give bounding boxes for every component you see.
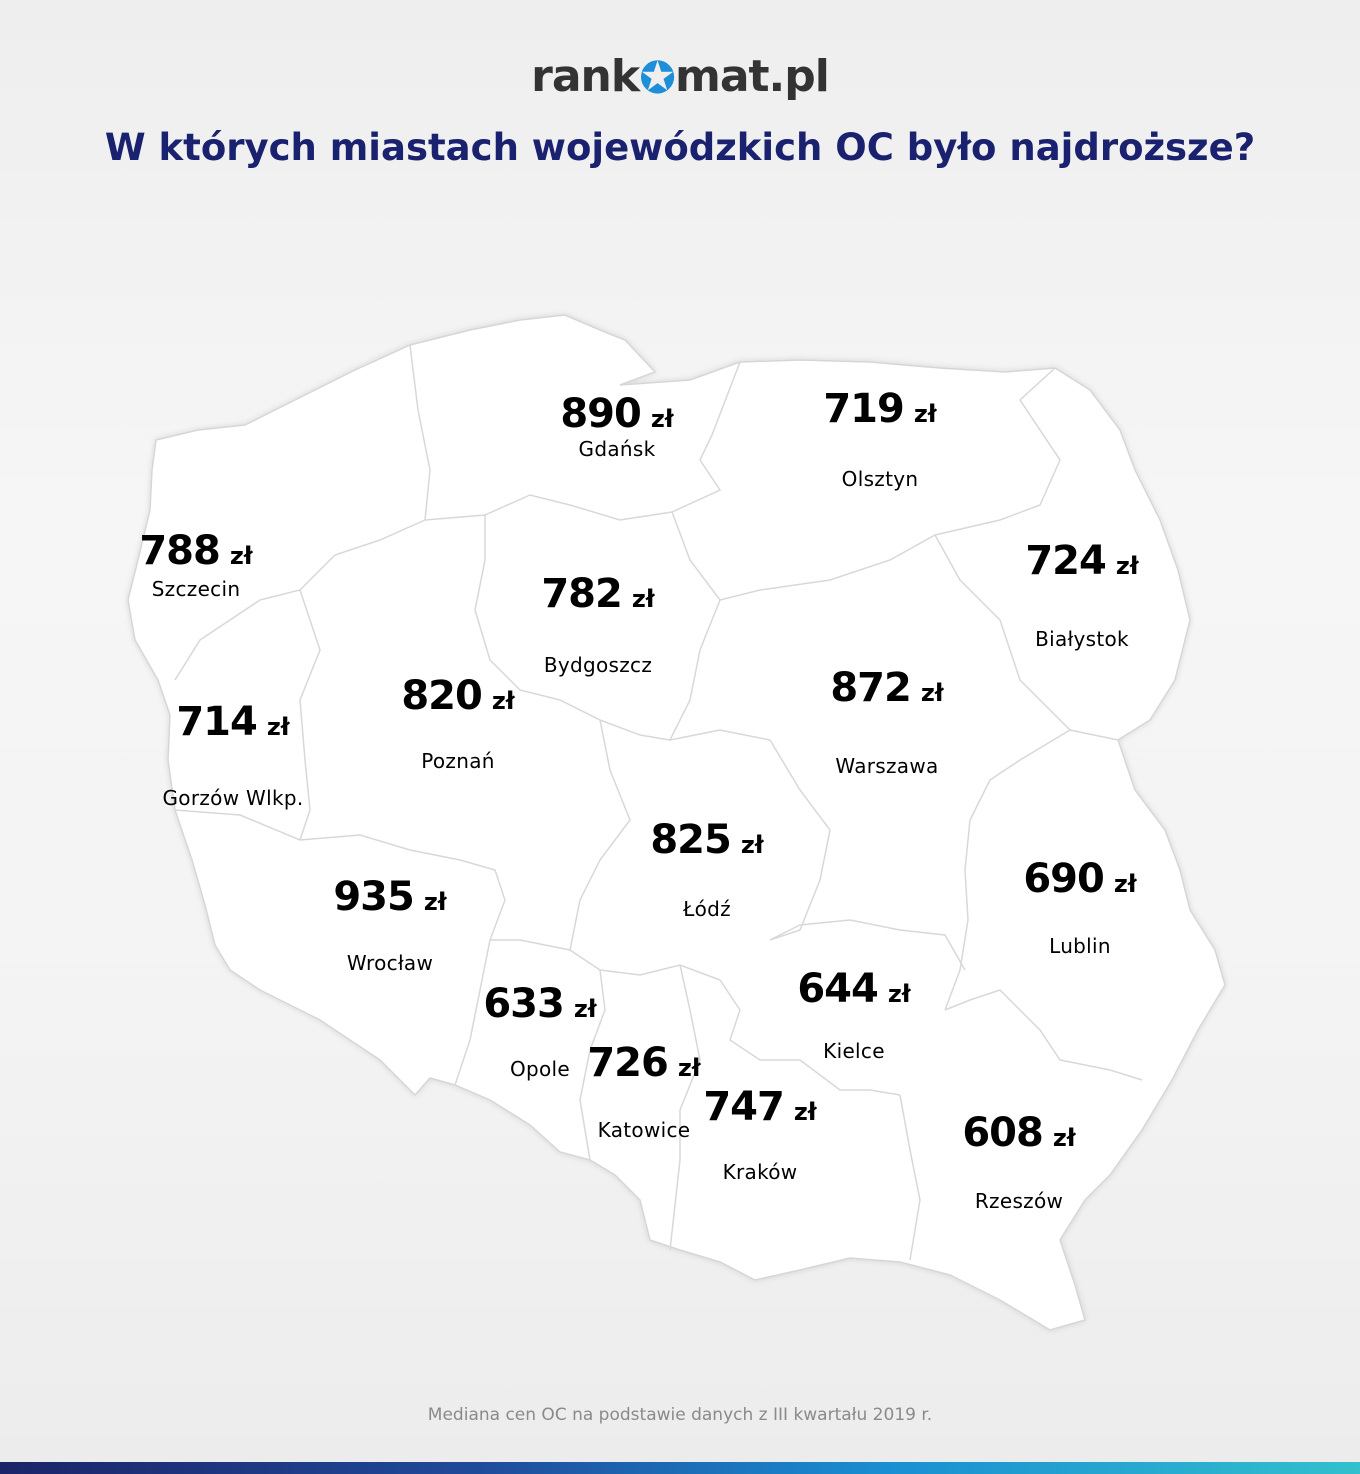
currency-label: zł <box>573 995 597 1023</box>
city-dot-lodz <box>698 868 716 886</box>
city-name-lodz: Łódź <box>683 897 731 921</box>
city-dot-szczecin <box>183 508 201 526</box>
city-name-rzeszow: Rzeszów <box>974 1189 1064 1213</box>
price-value: 608 <box>962 1110 1043 1156</box>
price-bydgoszcz: 782 zł <box>541 570 654 623</box>
city-name-gorzow-wlkp: Gorzów Wlkp. <box>162 786 304 810</box>
price-wroclaw: 935 zł <box>333 873 446 926</box>
currency-label: zł <box>887 980 911 1008</box>
city-name-bialystok: Białystok <box>1035 627 1129 651</box>
city-name-lublin: Lublin <box>1049 934 1111 958</box>
city-name-kielce: Kielce <box>823 1039 885 1063</box>
price-opole: 633 zł <box>483 980 596 1033</box>
currency-label: zł <box>740 831 764 859</box>
city-dot-warszawa <box>878 722 896 740</box>
bottom-gradient-bar <box>0 1462 1360 1474</box>
city-name-krakow: Kraków <box>722 1160 798 1184</box>
currency-label: zł <box>793 1098 817 1126</box>
currency-label: zł <box>423 888 447 916</box>
logo-text-end: mat.pl <box>674 51 830 102</box>
currency-label: zł <box>229 542 253 570</box>
currency-label: zł <box>491 687 515 715</box>
currency-label: zł <box>1052 1124 1076 1152</box>
city-name-wroclaw: Wrocław <box>346 951 434 975</box>
price-value: 825 <box>650 817 731 863</box>
price-value: 726 <box>587 1040 668 1086</box>
price-value: 788 <box>139 528 220 574</box>
currency-label: zł <box>650 405 674 433</box>
city-dot-katowice <box>635 1092 653 1110</box>
poland-outline <box>127 314 1226 1331</box>
price-value: 782 <box>541 571 622 617</box>
city-name-poznan: Poznań <box>421 749 495 773</box>
price-value: 820 <box>401 673 482 719</box>
city-dot-gdansk <box>608 371 626 389</box>
city-dot-bialystok <box>1070 597 1088 615</box>
currency-label: zł <box>1113 870 1137 898</box>
price-gorzow-wlkp: 714 zł <box>176 698 289 751</box>
price-rzeszow: 608 zł <box>962 1109 1075 1162</box>
city-name-katowice: Katowice <box>597 1118 691 1142</box>
price-value: 714 <box>176 699 257 745</box>
price-value: 644 <box>797 966 878 1012</box>
city-dot-kielce <box>845 1015 863 1033</box>
price-value: 890 <box>560 391 641 437</box>
price-lodz: 825 zł <box>650 816 763 869</box>
rankomat-logo: rank✪mat.pl <box>0 50 1360 104</box>
currency-label: zł <box>913 400 937 428</box>
city-dot-rzeszow <box>1010 1162 1028 1180</box>
price-value: 719 <box>823 386 904 432</box>
price-value: 747 <box>703 1084 784 1130</box>
city-dot-poznan <box>449 721 467 739</box>
city-dot-olsztyn <box>871 440 889 458</box>
city-name-warszawa: Warszawa <box>835 754 939 778</box>
price-bialystok: 724 zł <box>1025 537 1138 590</box>
footnote: Mediana cen OC na podstawie danych z III… <box>427 1405 933 1425</box>
city-dot-bydgoszcz <box>589 625 607 643</box>
price-value: 690 <box>1023 856 1104 902</box>
city-name-olsztyn: Olsztyn <box>841 467 919 491</box>
city-name-szczecin: Szczecin <box>151 577 241 601</box>
price-value: 724 <box>1025 538 1106 584</box>
city-name-opole: Opole <box>509 1057 571 1081</box>
price-value: 935 <box>333 874 414 920</box>
page-title: W których miastach wojewódzkich OC było … <box>104 126 1256 169</box>
price-warszawa: 872 zł <box>830 664 943 717</box>
voivodeship-borders <box>174 344 1143 1261</box>
currency-label: zł <box>920 679 944 707</box>
city-dot-wroclaw <box>381 924 399 942</box>
city-dot-lublin <box>1070 904 1088 922</box>
logo-text-start: rank <box>531 51 640 102</box>
price-gdansk: 890 zł <box>560 390 673 443</box>
price-kielce: 644 zł <box>797 965 910 1018</box>
currency-label: zł <box>266 713 290 741</box>
price-poznan: 820 zł <box>401 672 514 725</box>
price-katowice: 726 zł <box>587 1039 700 1092</box>
price-szczecin: 788 zł <box>139 527 252 580</box>
price-value: 872 <box>830 665 911 711</box>
city-name-gdansk: Gdańsk <box>578 437 656 461</box>
price-olsztyn: 719 zł <box>823 385 936 438</box>
city-dot-gorzow-wlkp <box>224 756 242 774</box>
currency-label: zł <box>1115 552 1139 580</box>
price-value: 633 <box>483 981 564 1027</box>
currency-label: zł <box>677 1054 701 1082</box>
city-dot-krakow <box>751 1132 769 1150</box>
city-dot-opole <box>533 1033 551 1051</box>
city-name-bydgoszcz: Bydgoszcz <box>543 653 653 677</box>
currency-label: zł <box>631 585 655 613</box>
star-icon: ✪ <box>639 53 676 104</box>
price-lublin: 690 zł <box>1023 855 1136 908</box>
price-krakow: 747 zł <box>703 1083 816 1136</box>
